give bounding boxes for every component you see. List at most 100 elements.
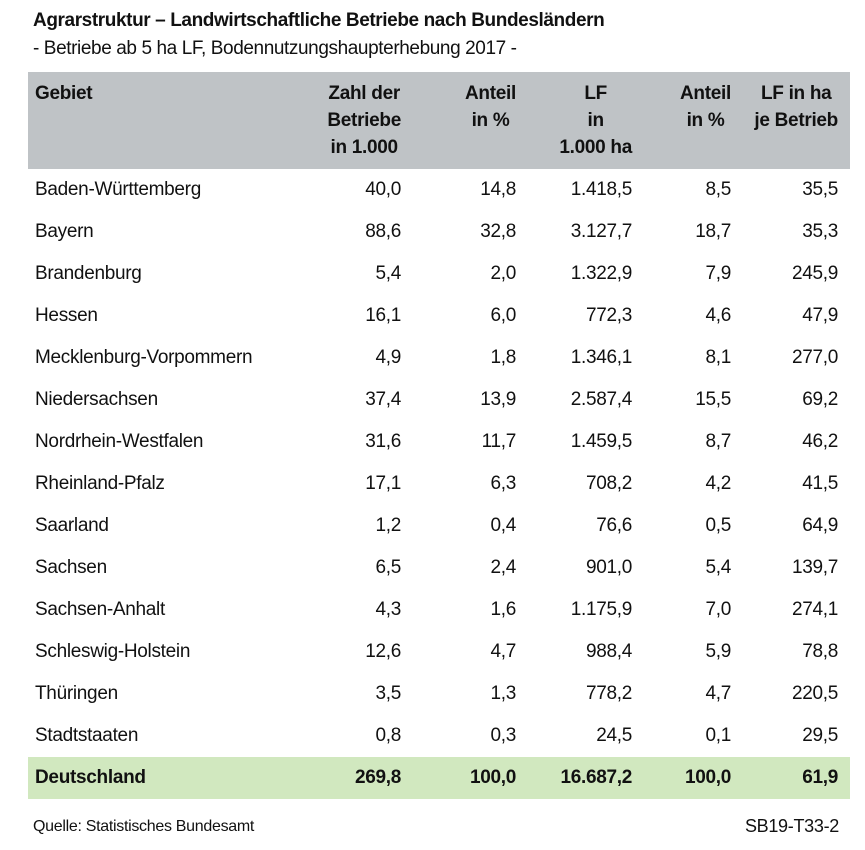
region-name: Sachsen [35,557,107,578]
region-name: Niedersachsen [35,389,158,410]
cell-anteil-betriebe: 32,8 [480,221,516,242]
cell-zahl-betriebe: 16,1 [365,305,401,326]
cell-lf: 16.687,2 [560,767,632,788]
cell-lf-je-betrieb: 274,1 [791,599,838,620]
header-line: in 1.000 [330,137,399,158]
cell-lf-je-betrieb: 29,5 [802,725,838,746]
region-name: Brandenburg [35,263,142,284]
cell-zahl-betriebe: 12,6 [365,641,401,662]
column-header-anteil-lf: Anteil in % [632,72,731,169]
header-line: LF [584,83,607,104]
region-name: Sachsen-Anhalt [35,599,165,620]
region-name: Deutschland [35,767,146,788]
cell-lf-je-betrieb: 139,7 [791,557,838,578]
region-name: Mecklenburg-Vorpommern [35,347,253,368]
cell-anteil-lf: 4,2 [705,473,731,494]
cell-lf: 1.418,5 [570,179,633,200]
table-row: Stadtstaaten 0,8 0,3 24,5 0,1 29,5 [28,715,850,757]
cell-lf-je-betrieb: 35,5 [802,179,838,200]
cell-anteil-betriebe: 2,4 [490,557,516,578]
cell-zahl-betriebe: 37,4 [365,389,401,410]
cell-anteil-lf: 15,5 [695,389,731,410]
region-name: Nordrhein-Westfalen [35,431,204,452]
cell-anteil-lf: 100,0 [684,767,731,788]
cell-anteil-betriebe: 2,0 [490,263,516,284]
agrarstruktur-table: Gebiet Zahl der Betriebe in 1.000 Anteil in %… [28,72,850,799]
cell-lf: 778,2 [585,683,632,704]
cell-lf: 2.587,4 [570,389,633,410]
cell-anteil-betriebe: 4,7 [490,641,516,662]
cell-anteil-betriebe: 100,0 [469,767,516,788]
cell-anteil-lf: 18,7 [695,221,731,242]
cell-lf: 901,0 [585,557,632,578]
cell-anteil-betriebe: 13,9 [480,389,516,410]
cell-lf-je-betrieb: 78,8 [802,641,838,662]
header-line: Gebiet [35,83,93,104]
cell-anteil-betriebe: 0,4 [490,515,516,536]
cell-anteil-betriebe: 1,8 [490,347,516,368]
header-line: 1.000 ha [559,137,632,158]
cell-zahl-betriebe: 17,1 [365,473,401,494]
cell-lf-je-betrieb: 41,5 [802,473,838,494]
region-name: Thüringen [35,683,118,704]
table-row: Saarland 1,2 0,4 76,6 0,5 64,9 [28,505,850,547]
column-header-lf: LF in 1.000 ha [516,72,632,169]
cell-lf: 1.322,9 [570,263,633,284]
table-row: Niedersachsen 37,4 13,9 2.587,4 15,5 69,2 [28,379,850,421]
cell-zahl-betriebe: 4,9 [375,347,401,368]
table-row: Schleswig-Holstein 12,6 4,7 988,4 5,9 78,8 [28,631,850,673]
source-note: Quelle: Statistisches Bundesamt [33,818,255,835]
cell-zahl-betriebe: 0,8 [375,725,401,746]
cell-zahl-betriebe: 4,3 [375,599,401,620]
cell-anteil-betriebe: 14,8 [480,179,516,200]
cell-anteil-betriebe: 6,0 [490,305,516,326]
cell-lf-je-betrieb: 245,9 [791,263,838,284]
cell-lf: 1.346,1 [570,347,633,368]
cell-lf-je-betrieb: 220,5 [791,683,838,704]
cell-zahl-betriebe: 3,5 [375,683,401,704]
table-row: Nordrhein-Westfalen 31,6 11,7 1.459,5 8,7 46,… [28,421,850,463]
table-row: Mecklenburg-Vorpommern 4,9 1,8 1.346,1 8,1 27… [28,337,850,379]
cell-anteil-betriebe: 0,3 [490,725,516,746]
cell-lf: 3.127,7 [570,221,633,242]
column-header-gebiet: Gebiet [28,72,298,169]
cell-anteil-lf: 4,6 [705,305,731,326]
cell-anteil-lf: 8,7 [705,431,731,452]
cell-lf: 24,5 [596,725,632,746]
table-row: Sachsen-Anhalt 4,3 1,6 1.175,9 7,0 274,1 [28,589,850,631]
cell-lf-je-betrieb: 69,2 [802,389,838,410]
total-row: Deutschland 269,8 100,0 16.687,2 100,0 61,9 [28,757,850,799]
header-row: Gebiet Zahl der Betriebe in 1.000 Anteil in %… [28,72,850,169]
cell-lf-je-betrieb: 35,3 [802,221,838,242]
cell-zahl-betriebe: 40,0 [365,179,401,200]
header-line: in % [686,110,725,131]
cell-zahl-betriebe: 269,8 [354,767,401,788]
table-row: Sachsen 6,5 2,4 901,0 5,4 139,7 [28,547,850,589]
region-name: Bayern [35,221,94,242]
cell-lf-je-betrieb: 46,2 [802,431,838,452]
region-name: Rheinland-Pfalz [35,473,165,494]
cell-anteil-lf: 0,5 [705,515,731,536]
cell-lf-je-betrieb: 64,9 [802,515,838,536]
cell-anteil-betriebe: 11,7 [481,431,517,452]
cell-lf-je-betrieb: 47,9 [802,305,838,326]
cell-anteil-lf: 7,0 [705,599,731,620]
cell-anteil-lf: 4,7 [705,683,731,704]
header-line: je Betrieb [754,110,838,131]
table-subtitle: - Betriebe ab 5 ha LF, Bodennutzungshaup… [33,38,517,59]
header-line: LF in ha [760,83,832,104]
cell-lf: 76,6 [596,515,632,536]
cell-anteil-betriebe: 1,3 [490,683,516,704]
column-header-anteil-betriebe: Anteil in % [408,72,516,169]
header-line: in % [471,110,510,131]
cell-anteil-lf: 5,4 [705,557,731,578]
cell-lf-je-betrieb: 61,9 [802,767,838,788]
cell-anteil-betriebe: 1,6 [490,599,516,620]
cell-lf: 1.175,9 [570,599,633,620]
table-title: Agrarstruktur – Landwirtschaftliche Betr… [33,10,605,31]
region-name: Saarland [35,515,109,536]
cell-lf: 772,3 [585,305,632,326]
table-row: Brandenburg 5,4 2,0 1.322,9 7,9 245,9 [28,253,850,295]
region-name: Schleswig-Holstein [35,641,191,662]
table-code: SB19-T33-2 [744,816,839,836]
